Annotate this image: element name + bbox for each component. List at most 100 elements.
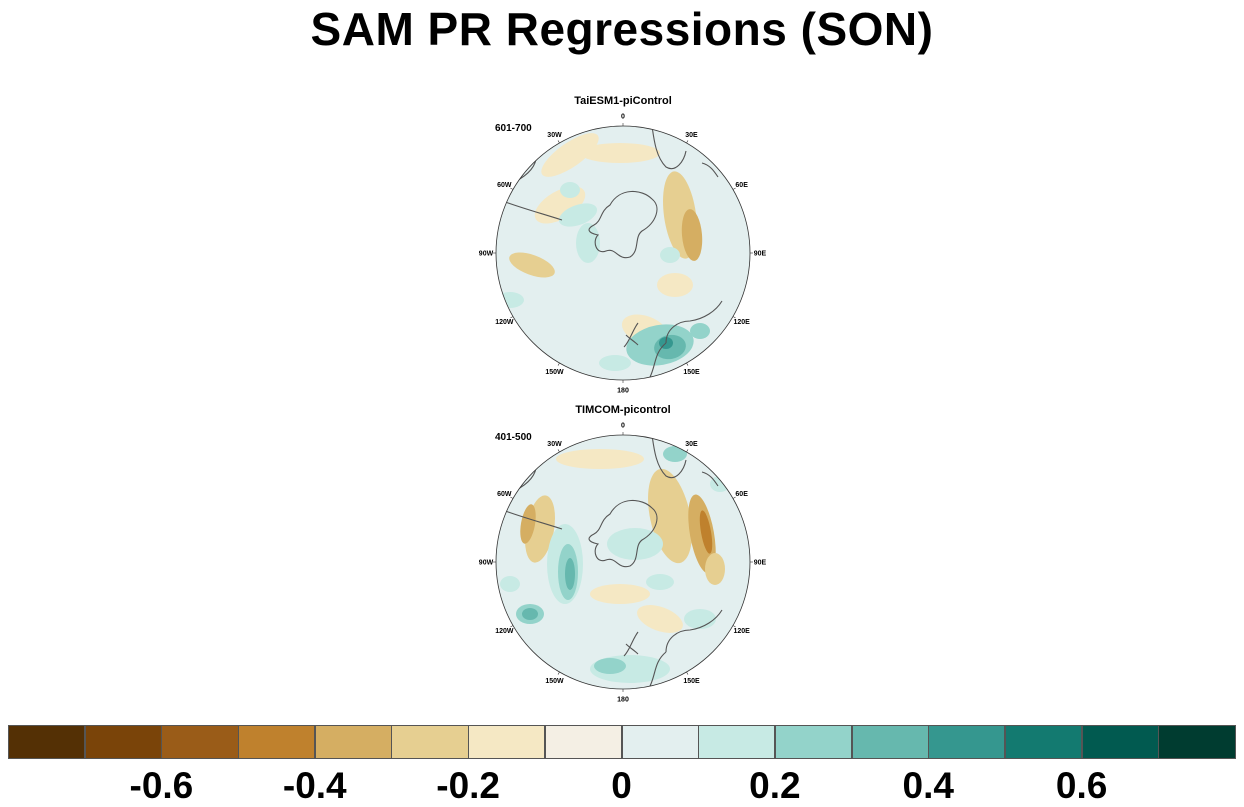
colorbar-box — [1081, 725, 1159, 759]
figure-title: SAM PR Regressions (SON) — [310, 3, 934, 55]
lon-tick — [510, 496, 514, 499]
precip-field — [496, 126, 750, 380]
colorbar-box — [698, 725, 776, 759]
field-anomaly — [684, 609, 716, 629]
lon-tick — [686, 362, 689, 366]
colorbar-box — [238, 725, 316, 759]
colorbar-box — [468, 725, 546, 759]
lon-label: 150E — [683, 678, 700, 685]
field-anomaly — [509, 252, 555, 278]
lon-label: 150E — [683, 369, 700, 376]
lon-label: 30E — [685, 132, 698, 139]
lon-tick — [686, 671, 689, 675]
field-anomaly — [520, 504, 536, 544]
new-zealand-coastline — [623, 322, 639, 348]
polar-map: 0 30E 60E 90E 120E 150E 180 150W 120W 90W 60W 30W — [479, 114, 767, 395]
panel-title: TIMCOM-picontrol — [575, 404, 671, 416]
lon-tick — [732, 496, 736, 499]
colorbar-box — [314, 725, 392, 759]
colorbar-box — [544, 725, 622, 759]
lon-tick — [557, 362, 560, 366]
field-anomaly — [580, 143, 660, 163]
lon-tick — [510, 187, 514, 190]
colorbar-box — [621, 725, 699, 759]
field-anomaly — [556, 449, 644, 469]
lon-label: 150W — [545, 369, 564, 376]
precip-field — [496, 435, 750, 689]
colorbar-tick-label: 0.4 — [902, 765, 954, 806]
field-anomaly — [690, 323, 710, 339]
field-anomaly — [637, 605, 683, 633]
lon-tick — [686, 140, 689, 144]
antarctica-coastline — [588, 190, 658, 259]
field-anomaly — [496, 292, 524, 308]
australia-coastline — [649, 300, 723, 378]
lon-label: 90E — [754, 251, 767, 258]
colorbar — [8, 725, 1236, 759]
field-anomaly — [681, 209, 703, 261]
lon-label: 90W — [479, 251, 494, 258]
lon-label: 120E — [733, 628, 750, 635]
panel-years: 401-500 — [495, 432, 532, 443]
lon-tick — [510, 625, 514, 628]
lon-label: 60E — [735, 182, 748, 189]
field-anomaly — [560, 182, 580, 198]
colorbar-tick-label: 0.6 — [1055, 765, 1108, 806]
panel-title: TaiESM1-piControl — [574, 95, 672, 107]
map-panel-taiesm1: TaiESM1-piControl 601-700 0 30E 60E 90E 120E… — [470, 95, 776, 395]
colorbar-tick-label: -0.6 — [129, 765, 194, 806]
lon-tick — [557, 140, 560, 144]
field-anomaly — [663, 446, 687, 462]
colorbar-box — [391, 725, 469, 759]
colorbar-tick-label: 0 — [611, 765, 632, 806]
field-anomaly — [705, 553, 725, 585]
field-anomaly — [576, 223, 600, 263]
field-anomaly — [558, 203, 598, 227]
colorbar-box — [161, 725, 239, 759]
colorbar-tick-label: 0.2 — [749, 765, 801, 806]
lon-tick — [732, 625, 736, 628]
lon-label: 120W — [495, 319, 514, 326]
lon-label: 0 — [621, 423, 625, 430]
colorbar-box — [851, 725, 929, 759]
field-anomaly — [541, 133, 599, 177]
field-anomaly — [500, 576, 520, 592]
africa-coastline — [651, 126, 719, 178]
lon-label: 90E — [754, 560, 767, 567]
panel-years: 601-700 — [495, 123, 532, 134]
colorbar-box — [774, 725, 853, 759]
field-anomaly — [594, 658, 626, 674]
field-anomaly — [522, 608, 538, 620]
lon-label: 60E — [735, 491, 748, 498]
new-zealand-coastline — [623, 631, 639, 657]
australia-coastline — [649, 609, 723, 687]
lon-label: 180 — [617, 697, 629, 704]
lon-label: 60W — [497, 491, 512, 498]
lon-label: 120W — [495, 628, 514, 635]
polar-map: 0 30E 60E 90E 120E 150E 180 150W 120W 90W 60W 30W — [479, 423, 767, 704]
colorbar-box — [8, 725, 86, 759]
lon-tick — [557, 449, 560, 453]
field-anomaly — [657, 273, 693, 297]
lon-label: 150W — [545, 678, 564, 685]
lon-tick — [557, 671, 560, 675]
africa-coastline — [651, 435, 719, 487]
lon-label: 30W — [547, 132, 562, 139]
colorbar-box — [1158, 725, 1236, 759]
field-anomaly — [607, 528, 663, 560]
colorbar-tick-label: -0.2 — [436, 765, 501, 806]
field-anomaly — [646, 574, 674, 590]
lon-label: 180 — [617, 388, 629, 395]
map-panel-timcom: TIMCOM-picontrol 401-500 0 30E 60E 90E 120E 1… — [470, 404, 776, 704]
lon-label: 30E — [685, 441, 698, 448]
lon-tick — [510, 316, 514, 319]
colorbar-tick-label: -0.4 — [282, 765, 347, 806]
field-anomaly — [599, 355, 631, 371]
lon-label: 0 — [621, 114, 625, 121]
lon-label: 90W — [479, 560, 494, 567]
lon-label: 60W — [497, 182, 512, 189]
colorbar-box — [84, 725, 162, 759]
lon-tick — [686, 449, 689, 453]
lon-tick — [732, 187, 736, 190]
antarctica-coastline — [588, 499, 658, 568]
